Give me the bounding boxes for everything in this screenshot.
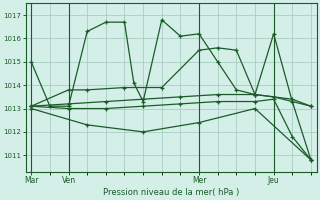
X-axis label: Pression niveau de la mer( hPa ): Pression niveau de la mer( hPa )	[103, 188, 239, 197]
